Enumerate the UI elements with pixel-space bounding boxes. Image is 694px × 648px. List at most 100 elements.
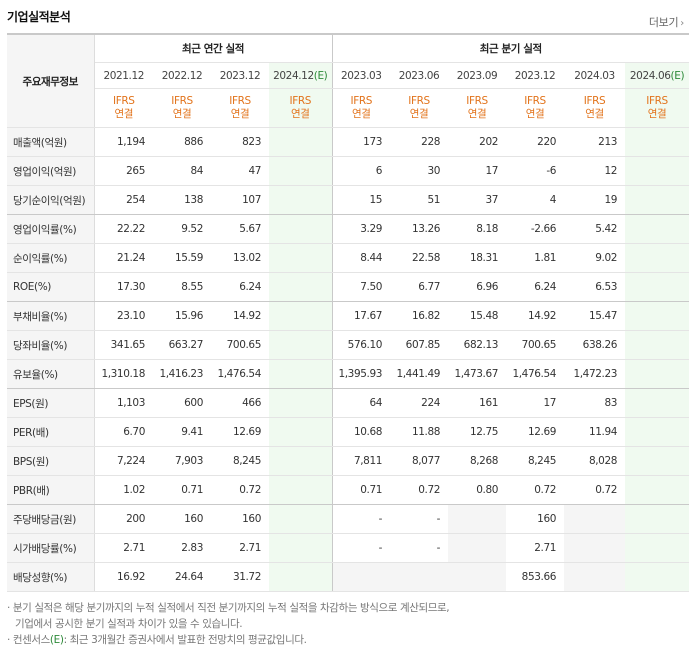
annual-period-header: 2022.12 [153, 62, 211, 89]
basis-header: IFRS 연결 [94, 88, 153, 128]
more-label[interactable]: 더보기 [648, 16, 679, 29]
quarter-cell: 8,028 [564, 446, 626, 476]
basis-top: IFRS [171, 95, 193, 107]
annual-cell [269, 446, 333, 476]
annual-cell [269, 243, 333, 273]
annual-cell: 663.27 [153, 330, 211, 360]
quarter-cell: 83 [564, 388, 626, 418]
quarter-cell [564, 562, 626, 592]
quarter-cell: 8,077 [390, 446, 449, 476]
basis-top: IFRS [583, 95, 606, 107]
quarter-cell: 7.50 [332, 272, 391, 302]
period-label: 2023.12 [219, 69, 261, 82]
table-row: PER(배) 6.70 9.41 12.69 10.68 11.88 12.75 12.69 1… [7, 417, 690, 447]
quarter-cell: 0.72 [390, 475, 449, 505]
basis-top: IFRS [466, 95, 488, 107]
quarter-cell: -2.66 [506, 214, 565, 244]
quarter-cell [625, 185, 690, 215]
quarter-cell: 22.58 [390, 243, 449, 273]
quarter-cell [625, 533, 690, 563]
more-link[interactable]: 더보기 › [649, 14, 684, 30]
row-label: BPS(원) [7, 446, 95, 476]
row-label: PER(배) [7, 417, 95, 447]
basis-bottom: 연결 [290, 108, 310, 120]
quarter-cell: 13.26 [390, 214, 449, 244]
basis-bottom: 연결 [172, 108, 192, 120]
basis-header: IFRS 연결 [625, 88, 690, 128]
quarter-cell: 11.94 [564, 417, 626, 447]
annual-cell: 200 [94, 504, 153, 534]
basis-bottom: 연결 [352, 108, 371, 120]
row-label: 주당배당금(원) [7, 504, 95, 534]
annual-cell: 466 [211, 388, 269, 418]
period-label: 2023.03 [340, 69, 382, 82]
quarter-cell: 11.88 [390, 417, 449, 447]
annual-cell [269, 330, 333, 360]
quarter-cell: 16.82 [390, 301, 449, 331]
quarter-cell: 8.18 [448, 214, 507, 244]
basis-top: IFRS [289, 95, 312, 107]
annual-cell: 8,245 [211, 446, 269, 476]
basis-bottom: 연결 [525, 108, 545, 120]
annual-cell: 7,224 [94, 446, 153, 476]
annual-cell: 6.24 [211, 272, 269, 302]
annual-period-header: 2021.12 [94, 62, 153, 89]
row-label: 당좌비율(%) [7, 330, 95, 360]
annual-cell: 47 [211, 156, 269, 186]
quarter-cell [332, 562, 391, 592]
quarter-cell: 228 [390, 127, 449, 157]
quarter-cell: 15 [332, 185, 391, 215]
annual-cell [269, 214, 333, 244]
period-label: 2024.06 [629, 69, 671, 82]
section-title: 기업실적분석 [7, 10, 71, 24]
row-label: 순이익률(%) [7, 243, 95, 273]
quarter-cell: 19 [564, 185, 626, 215]
basis-top: IFRS [408, 95, 430, 107]
annual-cell: 6.70 [94, 417, 153, 447]
annual-cell [269, 562, 333, 592]
footnotes: · 분기 실적은 해당 분기까지의 누적 실적에서 직전 분기까지의 누적 실적… [7, 600, 450, 648]
annual-cell: 107 [211, 185, 269, 215]
table-row: 매출액(억원) 1,194 886 823 173 228 202 220 213 [7, 127, 690, 157]
annual-cell: 1,103 [94, 388, 153, 418]
chevron-right-icon: › [680, 18, 684, 29]
footnote-3-prefix: · 컨센서스 [7, 634, 50, 646]
quarter-cell [625, 272, 690, 302]
quarter-period-header: 2024.06(E) [625, 62, 690, 89]
period-label: 2023.06 [398, 69, 440, 82]
annual-cell: 138 [153, 185, 211, 215]
quarter-cell: - [332, 504, 391, 534]
annual-cell: 84 [153, 156, 211, 186]
basis-bottom: 연결 [585, 108, 604, 120]
quarter-cell: 607.85 [390, 330, 449, 360]
quarter-cell: 202 [448, 127, 507, 157]
row-label: PBR(배) [7, 475, 95, 505]
row-label: 부채비율(%) [7, 301, 95, 331]
quarter-cell: 15.48 [448, 301, 507, 331]
annual-cell: 254 [94, 185, 153, 215]
quarter-cell: 0.72 [506, 475, 565, 505]
annual-cell: 0.72 [211, 475, 269, 505]
basis-header: IFRS 연결 [332, 88, 391, 128]
quarter-cell: 2.71 [506, 533, 565, 563]
annual-cell: 600 [153, 388, 211, 418]
table-row: 부채비율(%) 23.10 15.96 14.92 17.67 16.82 15.48 14.… [7, 301, 690, 331]
table-row: 순이익률(%) 21.24 15.59 13.02 8.44 22.58 18.31 1.81… [7, 243, 690, 273]
quarter-cell: - [332, 533, 391, 563]
quarter-cell: 160 [506, 504, 565, 534]
row-label: 영업이익(억원) [7, 156, 95, 186]
quarter-cell: 853.66 [506, 562, 565, 592]
quarter-cell: 161 [448, 388, 507, 418]
annual-cell: 31.72 [211, 562, 269, 592]
quarter-cell [564, 533, 626, 563]
annual-cell: 24.64 [153, 562, 211, 592]
quarter-cell [625, 504, 690, 534]
annual-cell: 17.30 [94, 272, 153, 302]
quarter-cell: 8,245 [506, 446, 565, 476]
annual-period-header: 2023.12 [211, 62, 269, 89]
period-label: 2024.03 [574, 69, 615, 82]
quarter-cell: 6.53 [564, 272, 626, 302]
quarter-cell: 30 [390, 156, 449, 186]
footnote-3-text: : 최근 3개월간 증권사에서 발표한 전망치의 평균값입니다. [63, 634, 307, 646]
